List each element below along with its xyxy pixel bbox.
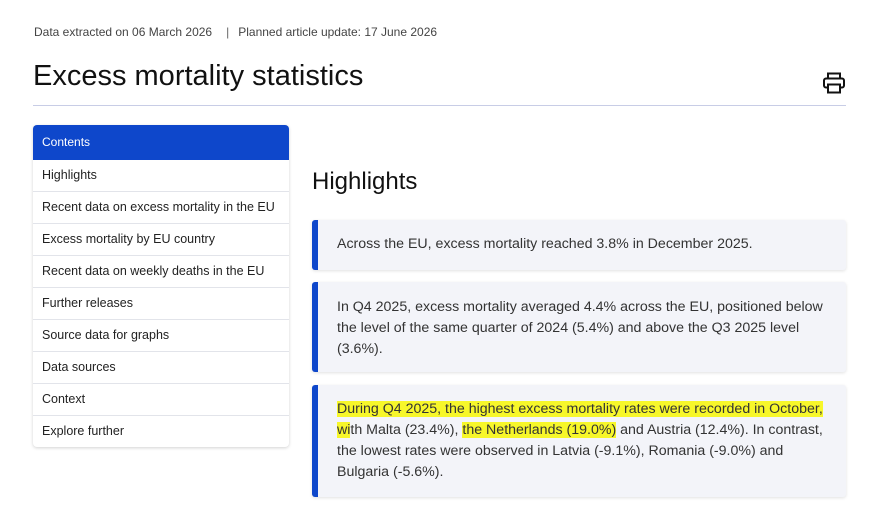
toc-item-recent-data-excess-mortality[interactable]: Recent data on excess mortality in the E… xyxy=(33,192,289,224)
article-meta: Data extracted on 06 March 2026 | Planned … xyxy=(34,25,437,39)
highlight-text: th Malta (23.4%), xyxy=(350,422,463,438)
title-divider xyxy=(33,105,846,106)
highlight-text: and Austria (12.4%). In contrast, the lo… xyxy=(337,422,823,480)
toc-item-source-data[interactable]: Source data for graphs xyxy=(33,320,289,352)
highlight-card: In Q4 2025, excess mortality averaged 4.… xyxy=(312,282,846,372)
highlight-card: Across the EU, excess mortality reached … xyxy=(312,220,846,270)
toc-item-weekly-deaths[interactable]: Recent data on weekly deaths in the EU xyxy=(33,256,289,288)
print-button[interactable] xyxy=(822,72,846,94)
toc-item-context[interactable]: Context xyxy=(33,384,289,416)
highlight-card: During Q4 2025, the highest excess morta… xyxy=(312,385,846,497)
toc-item-further-releases[interactable]: Further releases xyxy=(33,288,289,320)
highlight-text: Across the EU, excess mortality reached … xyxy=(337,236,753,252)
printer-icon xyxy=(823,72,845,94)
toc-header: Contents xyxy=(33,125,289,160)
highlights-heading: Highlights xyxy=(312,168,418,195)
highlighted-text: the Netherlands (19.0%) xyxy=(462,422,617,438)
highlight-text: In Q4 2025, excess mortality averaged 4.… xyxy=(337,299,823,357)
extraction-date: Data extracted on 06 March 2026 xyxy=(34,25,213,39)
toc-item-excess-mortality-by-country[interactable]: Excess mortality by EU country xyxy=(33,224,289,256)
table-of-contents: Contents Highlights Recent data on exces… xyxy=(33,125,289,447)
meta-separator: | xyxy=(226,25,230,39)
planned-update-date: Planned article update: 17 June 2026 xyxy=(238,25,438,39)
toc-item-highlights[interactable]: Highlights xyxy=(33,160,289,192)
toc-item-data-sources[interactable]: Data sources xyxy=(33,352,289,384)
page-title: Excess mortality statistics xyxy=(33,60,364,92)
toc-item-explore-further[interactable]: Explore further xyxy=(42,424,124,438)
